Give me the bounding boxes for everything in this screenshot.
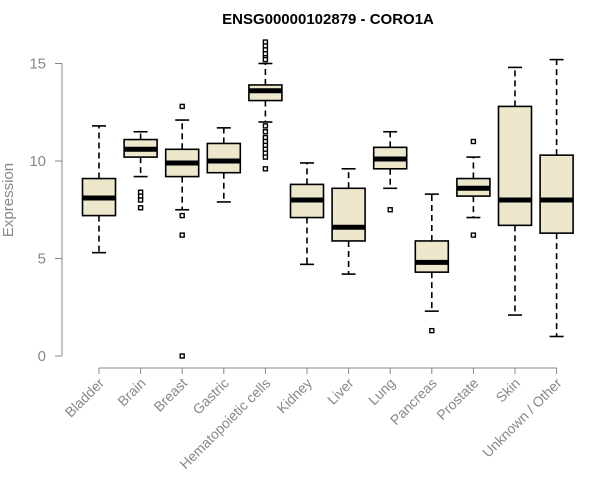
outlier-point [429, 327, 435, 334]
y-axis-label: Expression [0, 163, 17, 237]
iqr-box [331, 187, 366, 242]
box-group [248, 39, 283, 172]
outlier-point [262, 154, 269, 160]
outlier-point [387, 207, 393, 213]
outlier-point [179, 232, 185, 238]
outlier-point [137, 197, 144, 203]
x-tick-label: Prostate [433, 375, 481, 423]
outlier-point [179, 353, 185, 359]
outlier-point [262, 129, 269, 135]
box-group [81, 125, 117, 254]
box-group [456, 138, 491, 238]
box-group [414, 193, 450, 334]
iqr-box [414, 240, 450, 273]
y-tick-label: 10 [29, 153, 46, 170]
box-group [206, 127, 242, 203]
iqr-box [539, 154, 574, 234]
x-tick-label: Lung [365, 375, 398, 408]
x-tick-label: Brain [114, 375, 148, 409]
x-tick-label: Bladder [62, 375, 108, 421]
outlier-point [262, 56, 269, 63]
box-group [289, 162, 325, 266]
box-group [123, 130, 158, 211]
x-tick-label: Skin [493, 375, 524, 406]
y-tick-label: 0 [38, 348, 46, 365]
box-group [372, 130, 408, 213]
box-group [331, 168, 366, 275]
box-group [497, 66, 533, 316]
outlier-point [179, 103, 185, 110]
outlier-point [262, 166, 269, 172]
axes: 0 5 10 15 [29, 56, 558, 374]
outlier-point [470, 232, 477, 238]
boxes-layer [81, 39, 574, 359]
chart-title: ENSG00000102879 - CORO1A [222, 11, 434, 28]
outlier-point [137, 205, 144, 211]
outlier-point [179, 212, 185, 219]
outlier-point [470, 138, 477, 145]
box-group [539, 58, 574, 338]
x-tick-label: Liver [324, 375, 357, 408]
iqr-box [497, 105, 533, 227]
box-group [164, 103, 200, 359]
x-tick-label: Unknown / Other [479, 375, 565, 461]
y-tick-label: 15 [29, 56, 46, 73]
x-tick-label: Kidney [274, 375, 316, 417]
x-tick-label: Breast [150, 375, 190, 415]
outlier-point [262, 123, 269, 129]
iqr-box [206, 142, 242, 174]
y-tick-label: 5 [38, 251, 46, 268]
